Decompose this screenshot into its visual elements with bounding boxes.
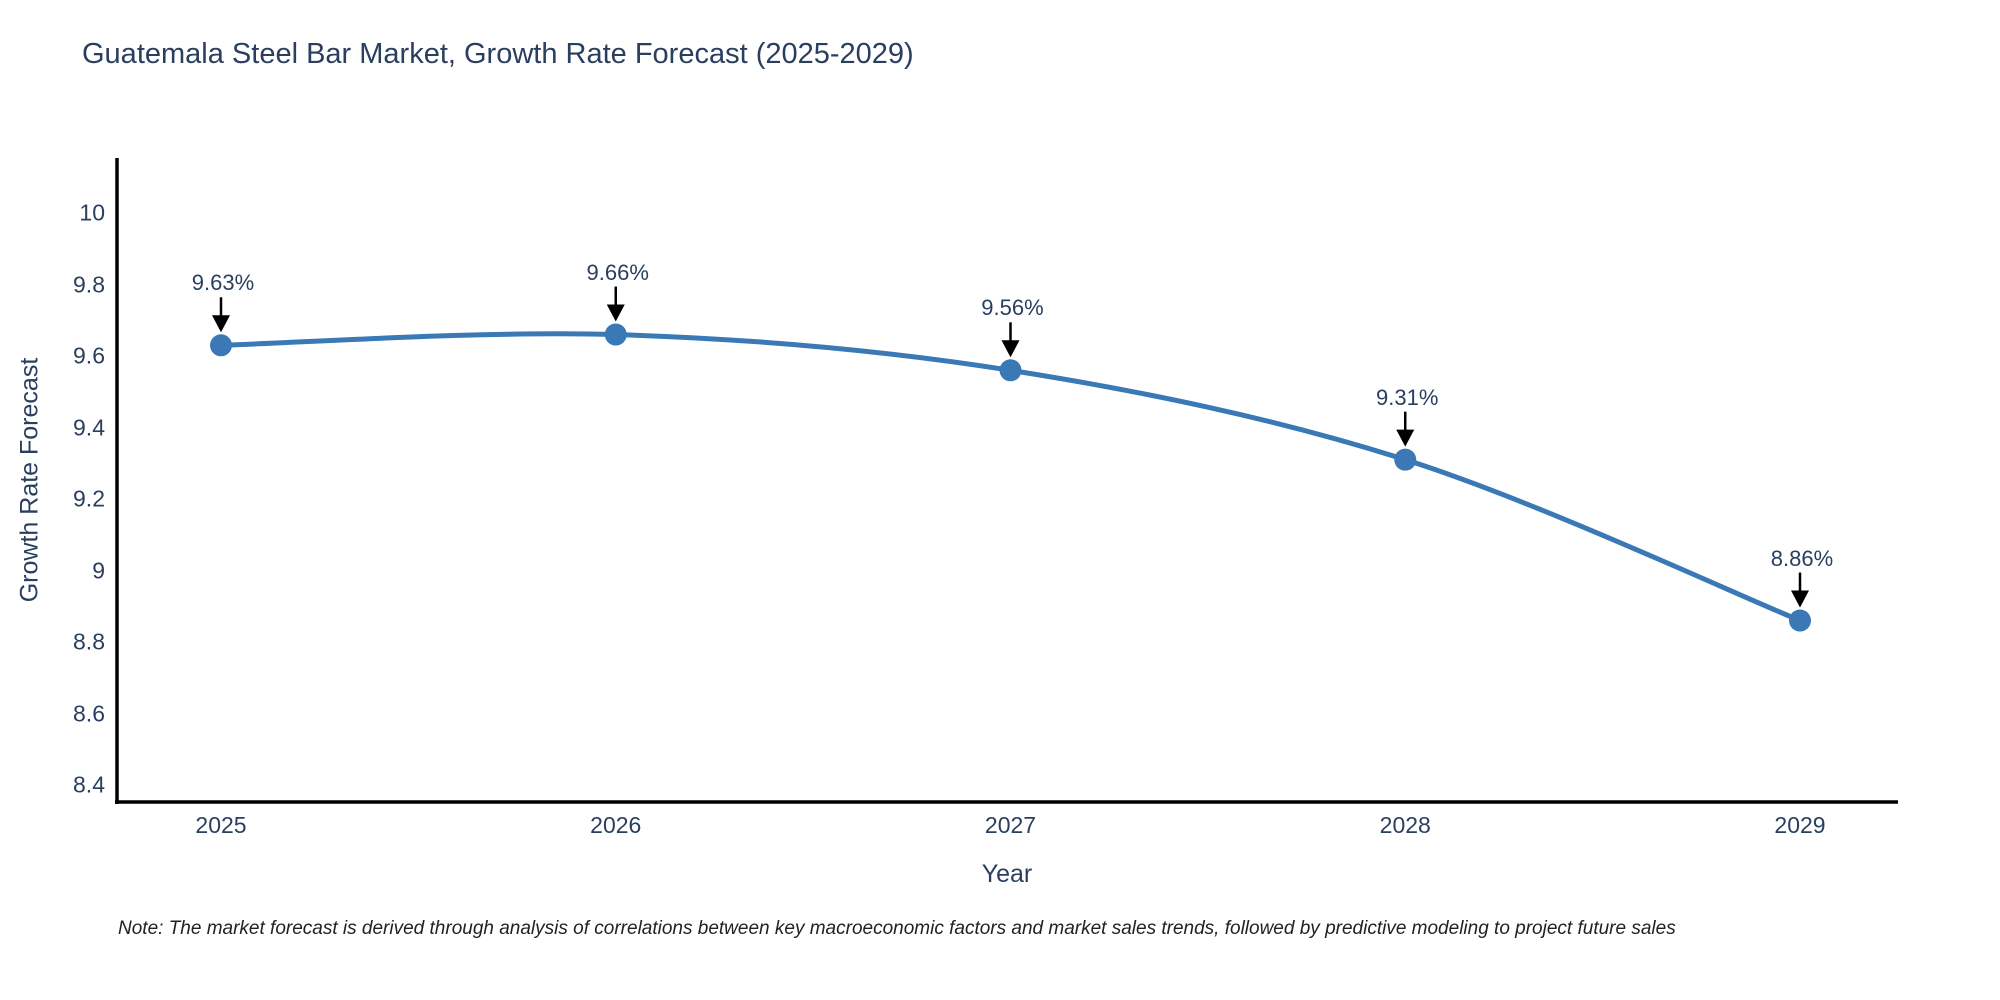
- data-point-2026[interactable]: [604, 323, 627, 346]
- annotation-arrow-head: [606, 304, 625, 322]
- x-tick-label-2028: 2028: [1379, 812, 1431, 838]
- x-axis-title: Year: [981, 860, 1033, 888]
- y-tick-label-8.8: 8.8: [73, 628, 105, 655]
- y-tick-label-8.6: 8.6: [73, 700, 105, 726]
- point-value-label-2025: 9.63%: [191, 270, 255, 296]
- y-tick-label-8.4: 8.4: [73, 771, 105, 798]
- y-tick-label-9: 9: [92, 557, 105, 583]
- data-point-2027[interactable]: [999, 359, 1022, 382]
- annotation-arrow-head: [212, 315, 230, 333]
- data-point-2025[interactable]: [210, 334, 232, 357]
- y-tick-label-9.8: 9.8: [73, 271, 105, 297]
- annotation-arrow-head: [1001, 340, 1020, 358]
- y-tick-label-10: 10: [79, 199, 105, 226]
- y-tick-label-9.2: 9.2: [73, 485, 105, 512]
- x-tick-label-2027: 2027: [984, 812, 1037, 838]
- y-tick-label-9.6: 9.6: [73, 342, 105, 369]
- point-value-label-2029: 8.86%: [1770, 545, 1834, 571]
- x-tick-label-2029: 2029: [1774, 812, 1826, 838]
- data-point-2029[interactable]: [1789, 609, 1811, 632]
- data-point-2028[interactable]: [1394, 448, 1417, 471]
- point-value-label-2026: 9.66%: [586, 259, 649, 285]
- y-axis-title: Growth Rate Forecast: [15, 357, 44, 603]
- chart-title: Guatemala Steel Bar Market, Growth Rate …: [82, 38, 914, 70]
- y-tick-label-9.4: 9.4: [73, 414, 105, 440]
- annotation-arrow-head: [1791, 590, 1809, 608]
- x-tick-label-2026: 2026: [590, 812, 642, 838]
- footnote: Note: The market forecast is derived thr…: [118, 918, 1676, 939]
- annotation-arrow-head: [1396, 429, 1415, 447]
- x-tick-label-2025: 2025: [195, 812, 247, 838]
- point-value-label-2027: 9.56%: [981, 295, 1044, 321]
- point-value-label-2028: 9.31%: [1376, 384, 1439, 410]
